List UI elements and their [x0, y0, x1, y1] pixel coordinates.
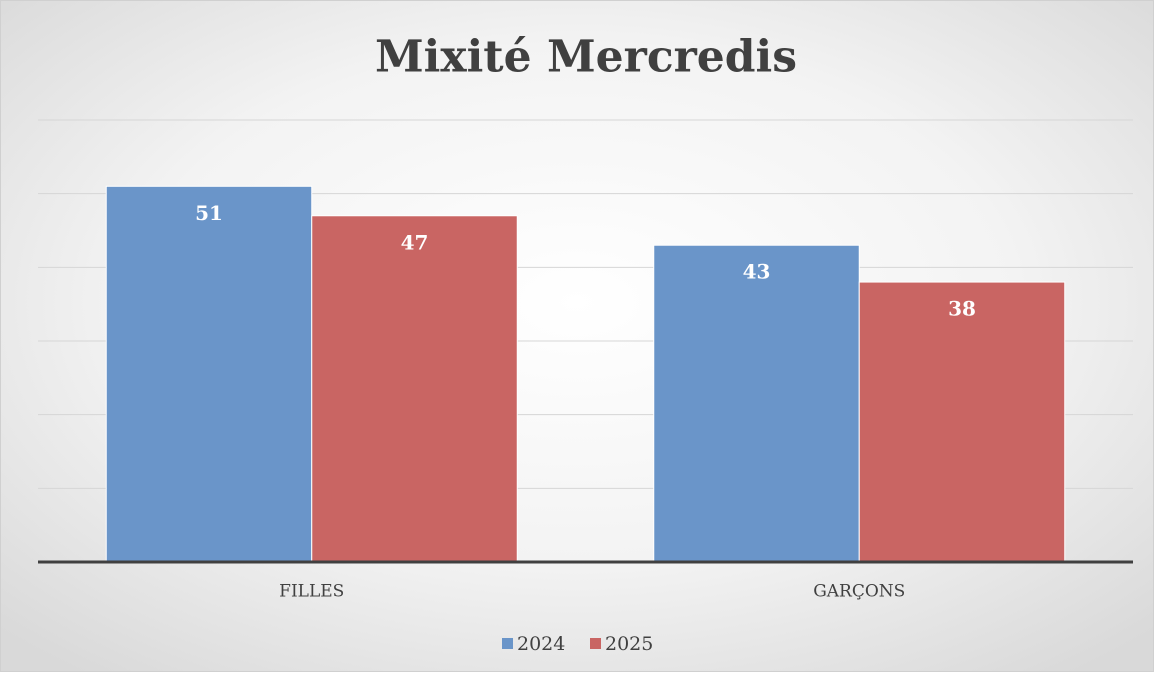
legend-swatch — [590, 638, 601, 649]
data-label: 38 — [948, 297, 976, 321]
data-label: 43 — [743, 260, 771, 284]
bar — [858, 281, 1066, 563]
data-label: 47 — [401, 230, 429, 254]
chart-title: Mixité Mercredis — [375, 32, 797, 83]
legend-label: 2025 — [605, 633, 653, 655]
legend-swatch — [502, 638, 513, 649]
legend-label: 2024 — [517, 633, 565, 655]
x-tick-label: FILLES — [279, 582, 344, 602]
bar — [311, 215, 518, 563]
bar — [105, 185, 313, 563]
x-tick-label: GARÇONS — [813, 582, 905, 602]
bar — [653, 244, 860, 563]
data-label: 51 — [195, 201, 223, 225]
